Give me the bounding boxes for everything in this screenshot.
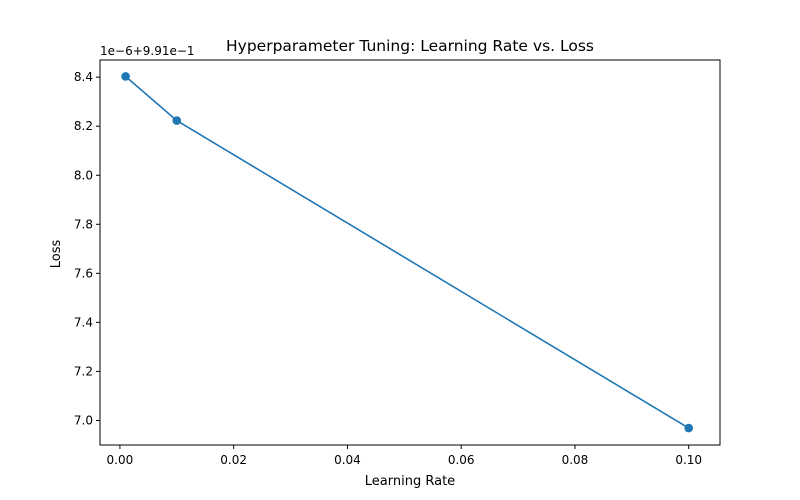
y-tick-label: 8.2 bbox=[74, 119, 93, 133]
x-tick-label: 0.08 bbox=[562, 453, 589, 467]
data-point bbox=[684, 423, 694, 433]
x-axis-label: Learning Rate bbox=[365, 474, 455, 489]
axes-frame bbox=[99, 59, 721, 446]
y-tick-label: 7.4 bbox=[74, 315, 93, 329]
y-tick-label: 7.2 bbox=[74, 364, 93, 378]
x-tick-label: 0.00 bbox=[107, 453, 134, 467]
x-tick-label: 0.06 bbox=[448, 453, 475, 467]
x-tick-label: 0.02 bbox=[220, 453, 247, 467]
data-point bbox=[121, 72, 130, 81]
x-tick-label: 0.04 bbox=[334, 453, 361, 467]
chart-title: Hyperparameter Tuning: Learning Rate vs.… bbox=[226, 37, 594, 55]
y-tick-label: 8.0 bbox=[74, 168, 93, 182]
y-axis-offset-text: 1e−6+9.91e−1 bbox=[100, 44, 195, 58]
data-point bbox=[172, 116, 182, 125]
y-tick-label: 7.0 bbox=[74, 413, 93, 427]
y-tick-label: 8.4 bbox=[74, 70, 93, 84]
plot-area: 0.00 0.02 0.04 0.06 0.08 0.10 7.0 7.2 7.4 7.6 7.8 8… bbox=[74, 59, 721, 467]
y-tick-label: 7.8 bbox=[74, 217, 93, 231]
x-tick-label: 0.10 bbox=[675, 453, 702, 467]
y-axis-label: Loss bbox=[49, 240, 64, 269]
y-tick-label: 7.6 bbox=[74, 266, 93, 280]
